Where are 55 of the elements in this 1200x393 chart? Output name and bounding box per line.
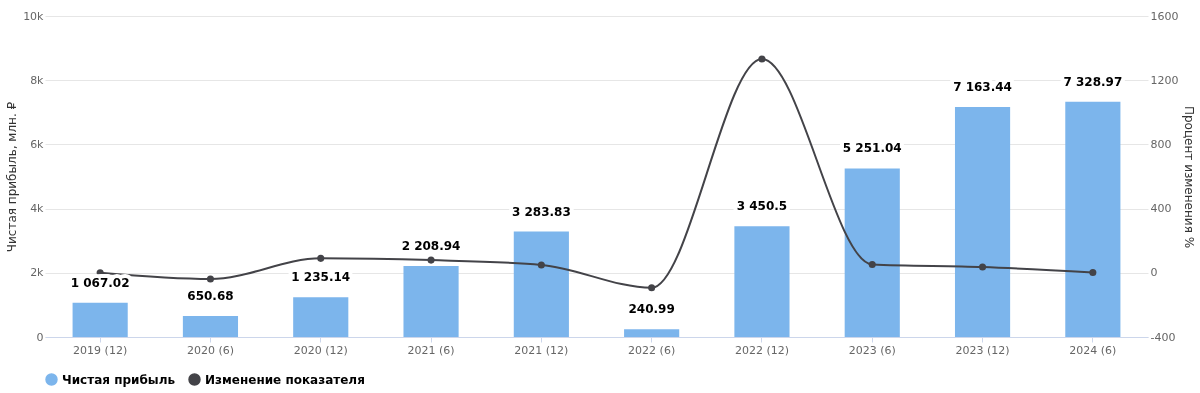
x-tick-label: 2022 (6) (628, 343, 676, 357)
bar (182, 316, 239, 337)
bar (403, 266, 459, 337)
y-tick-label: 4k (30, 202, 45, 216)
bar (72, 302, 128, 337)
data-label: 7 163.44 (953, 80, 1012, 95)
point (317, 254, 325, 262)
point (206, 275, 214, 283)
y2-tick-label: 1600 (1150, 9, 1179, 23)
x-tick-label: 2019 (12) (73, 343, 128, 357)
y2-tick-label: 0 (1150, 266, 1158, 280)
data-label: 1 067.02 (70, 275, 130, 290)
point (868, 260, 876, 268)
bar (624, 329, 680, 337)
bar (293, 297, 349, 337)
y-axis-title: Чистая прибыль, млн. ₽ (5, 101, 20, 253)
point (758, 55, 766, 63)
y2-tick-label: 800 (1150, 137, 1172, 151)
x-tick-label: 2020 (6) (186, 343, 234, 357)
point (537, 261, 545, 269)
y-tick-label: 6k (30, 137, 45, 151)
x-tick-label: 2021 (12) (514, 343, 569, 357)
x-tick-label: 2022 (12) (734, 343, 789, 357)
point (648, 284, 656, 292)
point (979, 263, 987, 271)
y-tick-label: 8k (30, 73, 45, 87)
bar (513, 231, 569, 337)
bar (734, 226, 790, 337)
point (427, 256, 435, 264)
y2-tick-label: 400 (1150, 202, 1172, 216)
data-label: 3 283.83 (511, 204, 571, 219)
data-label: 240.99 (628, 302, 675, 317)
x-tick-label: 2023 (6) (848, 343, 896, 357)
x-tick-label: 2024 (6) (1069, 343, 1117, 357)
bar (954, 107, 1011, 337)
y2-tick-label: -400 (1150, 330, 1176, 344)
data-label: 3 450.5 (736, 199, 788, 214)
x-tick-label: 2020 (12) (293, 343, 348, 357)
y-tick-label: 2k (30, 266, 45, 280)
y-tick-label: 0 (36, 330, 44, 344)
data-label: 2 208.94 (401, 239, 461, 254)
bar (1065, 101, 1121, 337)
y2-tick-label: 1200 (1150, 73, 1179, 87)
y-tick-label: 10k (23, 9, 45, 23)
bar (844, 168, 900, 337)
data-label: 650.68 (187, 289, 234, 304)
x-tick-label: 2023 (12) (955, 343, 1010, 357)
legend-label: Изменение показателя (205, 372, 365, 387)
point (1089, 268, 1097, 277)
legend-label: Чистая прибыль (62, 372, 176, 387)
data-label: 5 251.04 (842, 141, 902, 156)
x-tick-label: 2021 (6) (407, 343, 455, 357)
y2-axis-title: Процент изменения % (1182, 105, 1197, 249)
data-label: 7 328.97 (1063, 74, 1123, 89)
data-label: 1 235.14 (291, 270, 351, 285)
